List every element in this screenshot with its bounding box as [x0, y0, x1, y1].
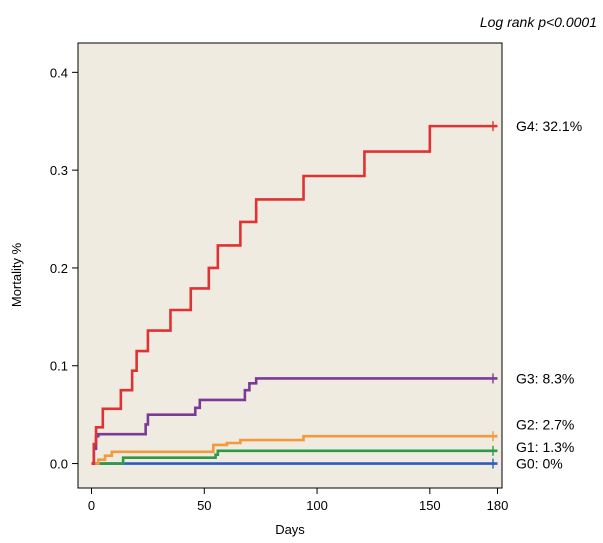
end-label-g1: G1: 1.3% — [516, 439, 574, 455]
x-tick-label-1: 50 — [197, 498, 211, 513]
series-line-g1 — [91, 449, 498, 465]
x-axis-title: Days — [275, 522, 305, 537]
y-tick-label-1: 0.1 — [50, 359, 68, 374]
end-labels: G4: 32.1% G3: 8.3% G2: 2.7% G1: 1.3%G0: 0% — [516, 118, 582, 471]
end-label-g4: G4: 32.1% — [516, 118, 582, 134]
axes-layer: 0 50 100 150 180 0.0 0.1 0.2 0.3 0.4 — [50, 65, 508, 513]
end-label-g0: G0: 0% — [516, 456, 563, 472]
x-tick-label-3: 150 — [419, 498, 441, 513]
y-tick-label-3: 0.3 — [50, 163, 68, 178]
x-tick-label-0: 0 — [88, 498, 95, 513]
x-tick-label-4: 180 — [487, 498, 509, 513]
y-axis-title: Mortality % — [9, 242, 24, 307]
x-tick-label-2: 100 — [306, 498, 328, 513]
y-tick-label-4: 0.4 — [50, 65, 68, 80]
series-layer — [91, 121, 498, 469]
chart-annotation: Log rank p<0.0001 — [480, 14, 597, 30]
plot-area — [78, 43, 502, 488]
plot-frame — [77, 42, 503, 489]
end-label-g2: G2: 2.7% — [516, 416, 574, 432]
y-tick-label-0: 0.0 — [50, 457, 68, 472]
y-tick-label-2: 0.2 — [50, 261, 68, 276]
series-line-g4 — [91, 124, 498, 465]
series-line-g2 — [91, 434, 498, 465]
end-label-g3: G3: 8.3% — [516, 370, 574, 386]
